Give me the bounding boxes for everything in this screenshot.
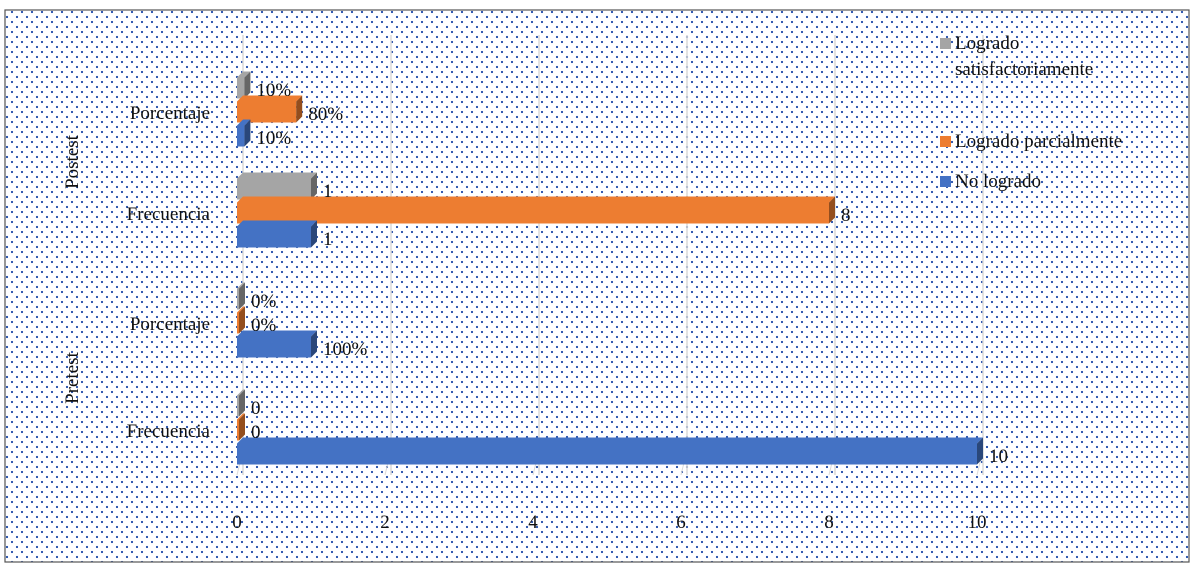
category-label-pretest-porcentaje: Porcentaje — [130, 314, 210, 335]
bar-postest-porcentaje-logrado-parcialmente-top — [237, 95, 303, 102]
x-tick-label-6: 6 — [676, 512, 686, 533]
data-label-pretest-frecuencia-logrado-satisfactoriamente: 0 — [251, 398, 261, 419]
x-tick-label-2: 2 — [380, 512, 390, 533]
bar-pretest-porcentaje-logrado-parcialmente-top — [237, 306, 245, 313]
legend-swatch-logrado-satisfactoriamente — [940, 38, 951, 49]
legend-swatch-logrado-parcialmente — [940, 136, 951, 147]
data-label-postest-porcentaje-no-logrado: 10% — [256, 128, 291, 149]
bar-postest-porcentaje-logrado-satisfactoriamente-top — [237, 71, 251, 78]
bar-postest-frecuencia-logrado-satisfactoriamente — [237, 178, 311, 200]
bar-pretest-porcentaje-logrado-satisfactoriamente-side — [239, 282, 245, 310]
bar-pretest-frecuencia-logrado-parcialmente — [237, 419, 239, 441]
bar-pretest-porcentaje-no-logrado-top — [237, 330, 317, 337]
category-label-postest-frecuencia: Frecuencia — [127, 204, 211, 225]
bar-postest-porcentaje-logrado-parcialmente — [237, 101, 297, 123]
bar-postest-porcentaje-no-logrado-side — [244, 119, 251, 147]
x-tick-label-0: 0 — [232, 512, 242, 533]
bar-pretest-frecuencia-no-logrado-side — [977, 437, 983, 465]
data-label-postest-frecuencia-logrado-parcialmente: 8 — [841, 205, 851, 226]
bar-pretest-frecuencia-logrado-parcialmente-side — [239, 413, 245, 441]
bar-postest-frecuencia-logrado-parcialmente-top — [237, 196, 835, 203]
bar-pretest-frecuencia-logrado-parcialmente-top — [237, 413, 245, 420]
bar-pretest-porcentaje-logrado-parcialmente-side — [239, 306, 245, 334]
category-label-postest-porcentaje: Porcentaje — [130, 103, 210, 124]
data-label-pretest-porcentaje-no-logrado: 100% — [323, 339, 368, 360]
bar-pretest-frecuencia-no-logrado-top — [237, 437, 983, 444]
data-label-postest-porcentaje-logrado-satisfactoriamente: 10% — [256, 80, 291, 101]
bar-postest-frecuencia-logrado-parcialmente — [237, 202, 829, 224]
bar-postest-porcentaje-logrado-parcialmente-side — [296, 95, 303, 123]
data-label-pretest-frecuencia-no-logrado: 10 — [989, 446, 1008, 467]
bar-postest-frecuencia-logrado-satisfactoriamente-side — [311, 172, 317, 200]
data-label-postest-porcentaje-logrado-parcialmente: 80% — [308, 104, 343, 125]
bar-postest-frecuencia-no-logrado-top — [237, 220, 317, 227]
legend-label-logrado-parcialmente: Logrado parcialmente — [955, 131, 1122, 152]
data-label-pretest-porcentaje-logrado-satisfactoriamente: 0% — [251, 291, 277, 312]
bar-pretest-frecuencia-logrado-satisfactoriamente — [237, 395, 239, 417]
bar-pretest-frecuencia-logrado-satisfactoriamente-top — [237, 389, 245, 396]
legend-label-no-logrado: No logrado — [955, 171, 1041, 192]
data-label-pretest-frecuencia-logrado-parcialmente: 0 — [251, 422, 261, 443]
category-label-pretest-frecuencia: Frecuencia — [127, 421, 211, 442]
bar-pretest-porcentaje-no-logrado-side — [311, 330, 317, 358]
bar-postest-porcentaje-logrado-satisfactoriamente — [237, 77, 245, 99]
bar-pretest-porcentaje-logrado-satisfactoriamente-top — [237, 282, 245, 289]
bar-postest-frecuencia-logrado-satisfactoriamente-top — [237, 172, 317, 179]
legend-swatch-no-logrado — [940, 176, 951, 187]
bar-postest-porcentaje-no-logrado — [237, 125, 245, 147]
group-label-postest: Postest — [62, 134, 83, 189]
legend-label-logrado-satisfactoriamente-line-2: satisfactoriamente — [955, 59, 1093, 80]
bar-pretest-porcentaje-logrado-parcialmente — [237, 312, 239, 334]
x-tick-label-10: 10 — [968, 512, 987, 533]
bar-pretest-porcentaje-logrado-satisfactoriamente — [237, 288, 239, 310]
bar-postest-porcentaje-no-logrado-top — [237, 119, 251, 126]
data-label-postest-frecuencia-no-logrado: 1 — [323, 229, 333, 250]
bar-pretest-frecuencia-no-logrado — [237, 443, 977, 465]
x-tick-label-4: 4 — [528, 512, 538, 533]
bar-pretest-porcentaje-no-logrado — [237, 336, 311, 358]
bar-postest-frecuencia-no-logrado — [237, 226, 311, 248]
bar-pretest-frecuencia-logrado-satisfactoriamente-side — [239, 389, 245, 417]
data-label-pretest-porcentaje-logrado-parcialmente: 0% — [251, 315, 277, 336]
group-label-pretest: Pretest — [62, 351, 83, 403]
legend-label-logrado-satisfactoriamente-line-1: Logrado — [955, 33, 1019, 54]
bar-postest-frecuencia-no-logrado-side — [311, 220, 317, 248]
x-tick-label-8: 8 — [824, 512, 834, 533]
data-label-postest-frecuencia-logrado-satisfactoriamente: 1 — [323, 181, 333, 202]
chart-area-background — [4, 9, 1190, 563]
bar-postest-porcentaje-logrado-satisfactoriamente-side — [244, 71, 251, 99]
bar-postest-frecuencia-logrado-parcialmente-side — [829, 196, 835, 224]
